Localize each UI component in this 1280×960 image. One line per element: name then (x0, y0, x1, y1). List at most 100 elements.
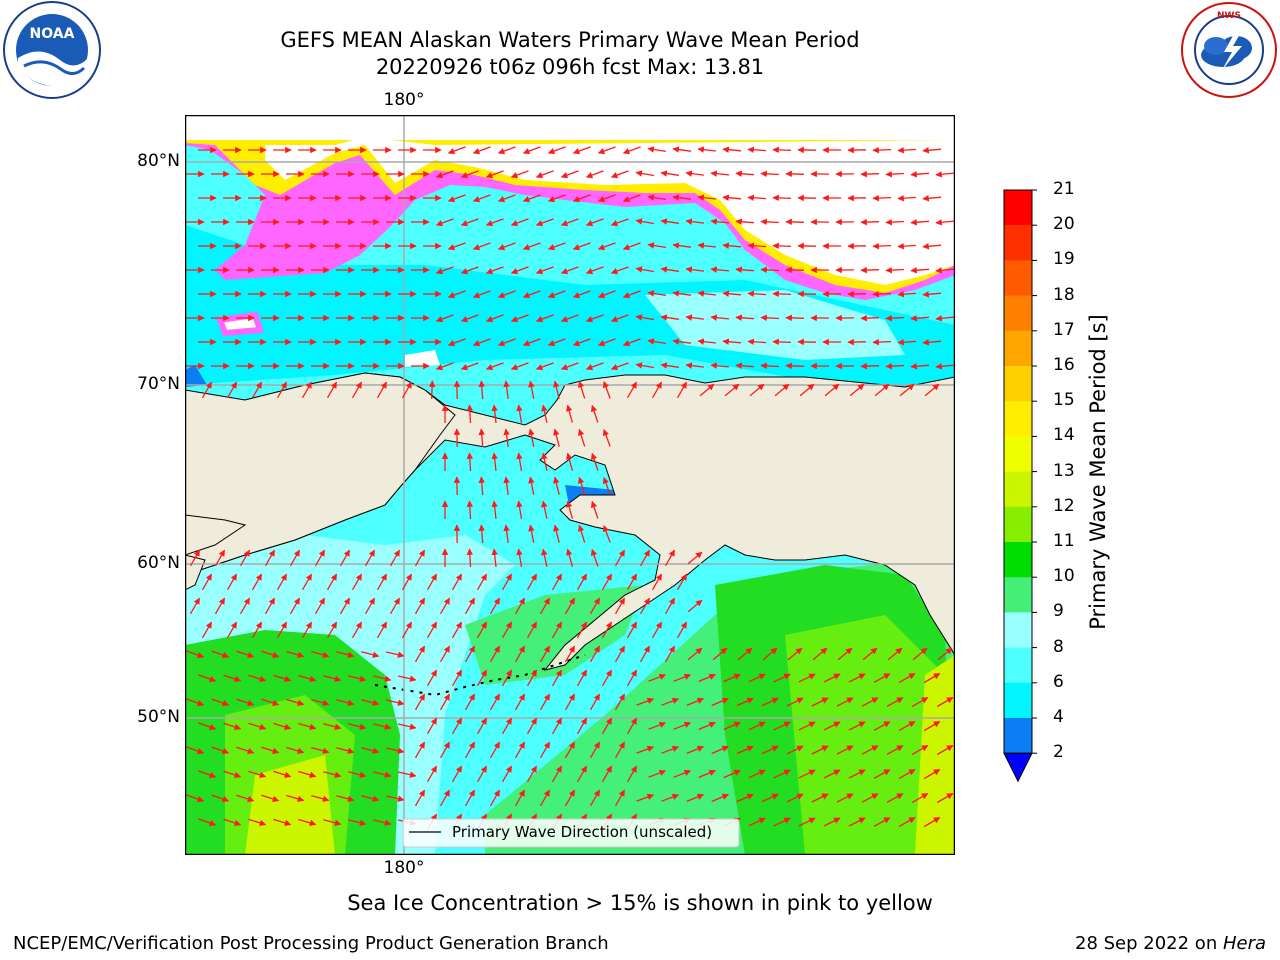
wave-direction-arrow (514, 789, 526, 807)
colorbar-tick-label: 21 (1053, 179, 1075, 199)
wave-direction-arrow (610, 266, 629, 275)
gulf-edge (915, 655, 955, 855)
wave-direction-arrow (885, 266, 905, 274)
wave-direction-arrow (248, 770, 267, 779)
wave-direction-arrow (626, 621, 638, 639)
wave-direction-arrow (661, 697, 680, 706)
wave-direction-arrow (647, 242, 667, 249)
wave-direction-arrow (736, 745, 754, 755)
wave-direction-arrow (811, 793, 829, 803)
wave-direction-arrow (760, 170, 780, 178)
wave-direction-arrow (514, 741, 526, 759)
wave-direction-arrow (526, 765, 538, 783)
colorbar-tick-label: 11 (1053, 531, 1075, 551)
wave-direction-arrow (551, 573, 563, 591)
wave-direction-arrow (572, 146, 591, 155)
wave-direction-arrow (785, 362, 805, 370)
wave-direction-arrow (673, 673, 692, 682)
wave-direction-arrow (636, 697, 655, 706)
wave-direction-arrow (551, 765, 563, 783)
wave-direction-arrow (772, 194, 792, 202)
wave-direction-arrow (602, 524, 611, 543)
wave-direction-arrow (897, 290, 917, 298)
wave-direction-arrow (576, 669, 588, 687)
colorbar-tick-label: 17 (1053, 319, 1075, 340)
wave-direction-arrow (491, 452, 498, 471)
colorbar-segment (1004, 612, 1032, 649)
wave-direction-arrow (936, 696, 954, 708)
colorbar-extend-triangle (1003, 752, 1033, 783)
wave-direction-arrow (711, 793, 729, 803)
wave-direction-arrow (464, 645, 476, 663)
wave-direction-arrow (836, 745, 854, 755)
colorbar-tick-label: 6 (1053, 671, 1064, 692)
wave-direction-arrow (564, 645, 576, 663)
wave-direction-arrow (698, 673, 716, 683)
wave-direction-arrow (898, 769, 916, 779)
wave-direction-arrow (697, 338, 716, 345)
wave-direction-arrow (602, 428, 611, 447)
wave-direction-arrow (485, 218, 504, 227)
wave-direction-arrow (911, 697, 929, 707)
map-top-blank (185, 115, 955, 140)
wave-direction-arrow (577, 476, 586, 495)
wave-direction-arrow (261, 746, 280, 755)
colorbar-ticks: 21 20 19 18 17 16 15 14 13 12 11 10 9 8 6 4 2 (1041, 179, 1081, 780)
wave-direction-arrow (626, 765, 638, 783)
wave-direction-arrow (566, 404, 574, 423)
wave-direction-arrow (936, 792, 954, 804)
wave-direction-arrow (937, 647, 953, 661)
wave-direction-arrow (489, 789, 501, 807)
wave-direction-arrow (722, 242, 742, 249)
wave-direction-arrow (251, 573, 263, 591)
wave-direction-arrow (376, 573, 388, 591)
colorbar-segment (1004, 260, 1032, 297)
wave-direction-arrow (798, 769, 816, 779)
wave-direction-arrow (614, 597, 626, 615)
wave-direction-arrow (590, 500, 599, 519)
wrangel-island (405, 350, 440, 367)
wave-direction-arrow (314, 549, 326, 567)
wave-direction-arrow (489, 693, 501, 711)
wave-direction-arrow (460, 170, 479, 179)
wave-direction-arrow (311, 746, 330, 754)
wave-direction-arrow (451, 765, 463, 783)
wave-direction-arrow (697, 146, 716, 153)
wave-direction-arrow (748, 817, 766, 827)
wave-direction-arrow (528, 524, 535, 543)
wave-direction-arrow (585, 266, 604, 275)
colorbar-tick-label: 10 (1053, 566, 1075, 587)
wave-direction-arrow (872, 290, 892, 298)
wave-direction-arrow (466, 500, 474, 520)
wave-direction-arrow (697, 242, 716, 249)
wave-direction-arrow (414, 741, 426, 759)
wave-direction-arrow (491, 404, 498, 423)
footer-date: 28 Sep 2022 on (1075, 933, 1223, 954)
wave-direction-arrow (326, 381, 338, 399)
wave-direction-arrow (485, 362, 504, 371)
wave-direction-arrow (760, 266, 780, 274)
wave-direction-arrow (736, 697, 754, 707)
wave-direction-arrow (823, 673, 841, 683)
wave-direction-arrow (435, 218, 454, 227)
wave-direction-arrow (535, 266, 554, 275)
wave-direction-arrow (672, 242, 691, 249)
graticule (185, 115, 955, 855)
wave-direction-arrow (774, 383, 790, 397)
arrow-legend: Primary Wave Direction (unscaled) (402, 818, 740, 848)
wave-direction-arrow (553, 476, 560, 495)
wave-direction-arrow (201, 621, 213, 639)
wave-direction-arrow (799, 383, 815, 397)
wave-direction-arrow (414, 549, 426, 567)
wave-direction-arrow (724, 383, 740, 397)
wave-direction-arrow (186, 698, 205, 707)
wave-direction-arrow (761, 745, 779, 755)
wave-direction-arrow (910, 171, 930, 178)
wave-direction-arrow (526, 621, 538, 639)
wave-direction-arrow (566, 500, 574, 519)
wave-direction-arrow (672, 194, 691, 201)
wave-direction-arrow (510, 218, 529, 227)
wave-direction-arrow (286, 794, 305, 802)
wave-direction-arrow (226, 381, 238, 399)
wave-direction-arrow (597, 194, 616, 203)
